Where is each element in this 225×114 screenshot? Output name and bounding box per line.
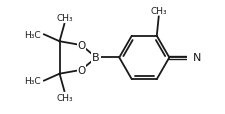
Text: H₃C: H₃C xyxy=(25,76,41,85)
Text: B: B xyxy=(92,53,100,63)
Text: N: N xyxy=(192,53,201,63)
Text: CH₃: CH₃ xyxy=(56,14,73,23)
Text: H₃C: H₃C xyxy=(25,31,41,39)
Text: CH₃: CH₃ xyxy=(150,7,167,16)
Text: O: O xyxy=(77,41,86,51)
Text: O: O xyxy=(77,65,86,75)
Text: CH₃: CH₃ xyxy=(56,93,73,102)
